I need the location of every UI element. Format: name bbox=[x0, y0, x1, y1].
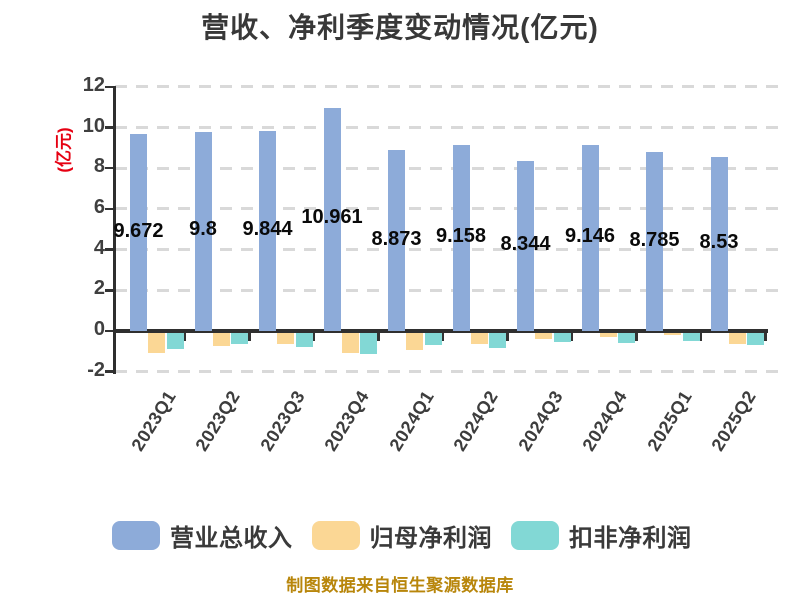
x-tick-9 bbox=[699, 332, 703, 342]
x-tick-label-2024Q2: 2024Q2 bbox=[449, 387, 502, 455]
x-tick-label-2024Q3: 2024Q3 bbox=[513, 387, 567, 455]
y-tick-6 bbox=[105, 207, 113, 211]
y-axis-line bbox=[113, 85, 116, 374]
y-tick-label-6: 6 bbox=[93, 195, 105, 218]
gridline-y4 bbox=[115, 248, 783, 252]
gridline-y12 bbox=[115, 85, 783, 89]
legend-item-归母净利润: 归母净利润 bbox=[311, 518, 512, 553]
x-tick-label-2024Q4: 2024Q4 bbox=[578, 387, 631, 455]
x-tick-label-2023Q3: 2023Q3 bbox=[255, 387, 309, 455]
bar-扣非净利润-2023Q3 bbox=[295, 332, 313, 347]
bar-归母净利润-2024Q4 bbox=[599, 332, 617, 337]
bar-归母净利润-2025Q1 bbox=[664, 332, 682, 335]
gridline-y2 bbox=[115, 288, 783, 292]
bar-归母净利润-2024Q3 bbox=[535, 332, 553, 340]
bar-营业总收入-2023Q2 bbox=[194, 131, 212, 331]
x-tick-2 bbox=[248, 332, 251, 342]
legend-label-归母净利润: 归母净利润 bbox=[369, 525, 492, 552]
legend-swatch-扣非净利润 bbox=[511, 521, 559, 550]
value-label-2024Q1: 8.873 bbox=[371, 227, 422, 250]
x-tick-5 bbox=[441, 332, 445, 342]
bar-营业总收入-2024Q3 bbox=[517, 161, 534, 331]
value-label-2025Q2: 8.53 bbox=[699, 231, 739, 254]
bar-归母净利润-2025Q2 bbox=[728, 332, 746, 345]
bar-归母净利润-2023Q2 bbox=[212, 332, 230, 346]
bar-扣非净利润-2025Q1 bbox=[682, 332, 700, 341]
chart-title: 营收、净利季度变动情况(亿元) bbox=[201, 12, 599, 43]
bar-扣非净利润-2023Q2 bbox=[231, 332, 249, 345]
bar-归母净利润-2023Q1 bbox=[148, 332, 166, 353]
bar-营业总收入-2025Q2 bbox=[710, 157, 728, 331]
x-tick-6 bbox=[506, 332, 509, 342]
value-label-2023Q1: 9.672 bbox=[113, 219, 164, 242]
legend: 营业总收入 归母净利润 扣非净利润 bbox=[112, 518, 711, 553]
y-tick-8 bbox=[105, 166, 113, 170]
x-tick-8 bbox=[635, 332, 638, 342]
legend-label-营业总收入: 营业总收入 bbox=[170, 525, 293, 552]
bar-扣非净利润-2024Q3 bbox=[553, 332, 571, 342]
legend-item-营业总收入: 营业总收入 bbox=[112, 518, 312, 553]
bar-扣非净利润-2024Q2 bbox=[489, 332, 507, 349]
legend-swatch-营业总收入 bbox=[112, 521, 160, 550]
y-tick-10 bbox=[105, 126, 113, 129]
y-tick--2 bbox=[105, 370, 113, 373]
bar-营业总收入-2023Q4 bbox=[323, 107, 341, 331]
value-label-2024Q3: 8.344 bbox=[500, 233, 551, 256]
x-tick-1 bbox=[183, 332, 187, 342]
bar-归母净利润-2023Q4 bbox=[341, 332, 359, 354]
y-tick-label--2: -2 bbox=[87, 358, 105, 381]
bar-营业总收入-2024Q1 bbox=[388, 150, 405, 331]
y-tick-label-2: 2 bbox=[93, 277, 105, 300]
bar-扣非净利润-2025Q2 bbox=[747, 332, 765, 346]
gridline-y6 bbox=[115, 207, 783, 211]
bar-归母净利润-2024Q2 bbox=[470, 332, 488, 344]
y-tick-4 bbox=[105, 248, 113, 251]
x-tick-4 bbox=[377, 332, 380, 342]
x-tick-3 bbox=[312, 332, 316, 342]
bar-扣非净利润-2023Q1 bbox=[166, 332, 184, 349]
x-tick-label-2023Q4: 2023Q4 bbox=[320, 387, 373, 455]
y-tick-label-12: 12 bbox=[82, 73, 105, 96]
value-label-2024Q4: 9.146 bbox=[564, 224, 616, 247]
value-label-2024Q2: 9.158 bbox=[435, 224, 487, 247]
x-tick-7 bbox=[570, 332, 574, 342]
y-tick-2 bbox=[105, 289, 113, 292]
legend-item-扣非净利润: 扣非净利润 bbox=[511, 518, 711, 553]
y-tick-0 bbox=[105, 329, 113, 333]
x-tick-10 bbox=[764, 332, 767, 342]
value-label-2025Q1: 8.785 bbox=[629, 228, 680, 251]
value-label-2023Q3: 9.844 bbox=[242, 217, 293, 240]
x-tick-label-2025Q1: 2025Q1 bbox=[642, 387, 696, 455]
x-tick-label-2025Q2: 2025Q2 bbox=[707, 387, 760, 455]
bar-扣非净利润-2023Q4 bbox=[360, 332, 378, 355]
value-label-2023Q2: 9.8 bbox=[189, 218, 217, 241]
legend-label-扣非净利润: 扣非净利润 bbox=[569, 525, 692, 552]
y-tick-label-4: 4 bbox=[93, 236, 105, 259]
value-label-2023Q4: 10.961 bbox=[301, 206, 363, 229]
gridline-y-2 bbox=[115, 370, 783, 374]
bar-扣非净利润-2024Q4 bbox=[618, 332, 636, 344]
y-tick-label-10: 10 bbox=[82, 114, 105, 137]
bar-扣非净利润-2024Q1 bbox=[424, 332, 442, 346]
x-tick-label-2023Q1: 2023Q1 bbox=[126, 387, 180, 455]
bar-营业总收入-2024Q4 bbox=[581, 144, 599, 331]
gridline-y8 bbox=[115, 166, 783, 170]
legend-swatch-归母净利润 bbox=[311, 521, 360, 550]
bar-营业总收入-2024Q2 bbox=[452, 144, 470, 331]
y-tick-12 bbox=[105, 85, 113, 89]
bar-营业总收入-2023Q3 bbox=[259, 130, 276, 331]
bar-归母净利润-2023Q3 bbox=[277, 332, 295, 344]
bar-营业总收入-2023Q1 bbox=[130, 134, 147, 331]
y-tick-label-0: 0 bbox=[93, 318, 105, 340]
y-tick-label-8: 8 bbox=[93, 155, 105, 178]
bar-营业总收入-2025Q1 bbox=[646, 152, 663, 331]
x-tick-label-2024Q1: 2024Q1 bbox=[384, 387, 438, 455]
x-tick-label-2023Q2: 2023Q2 bbox=[191, 387, 244, 455]
data-source-note: 制图数据来自恒生聚源数据库 bbox=[286, 576, 514, 595]
gridline-y10 bbox=[115, 126, 783, 129]
x-axis-line bbox=[113, 329, 768, 333]
bar-归母净利润-2024Q1 bbox=[406, 332, 424, 350]
